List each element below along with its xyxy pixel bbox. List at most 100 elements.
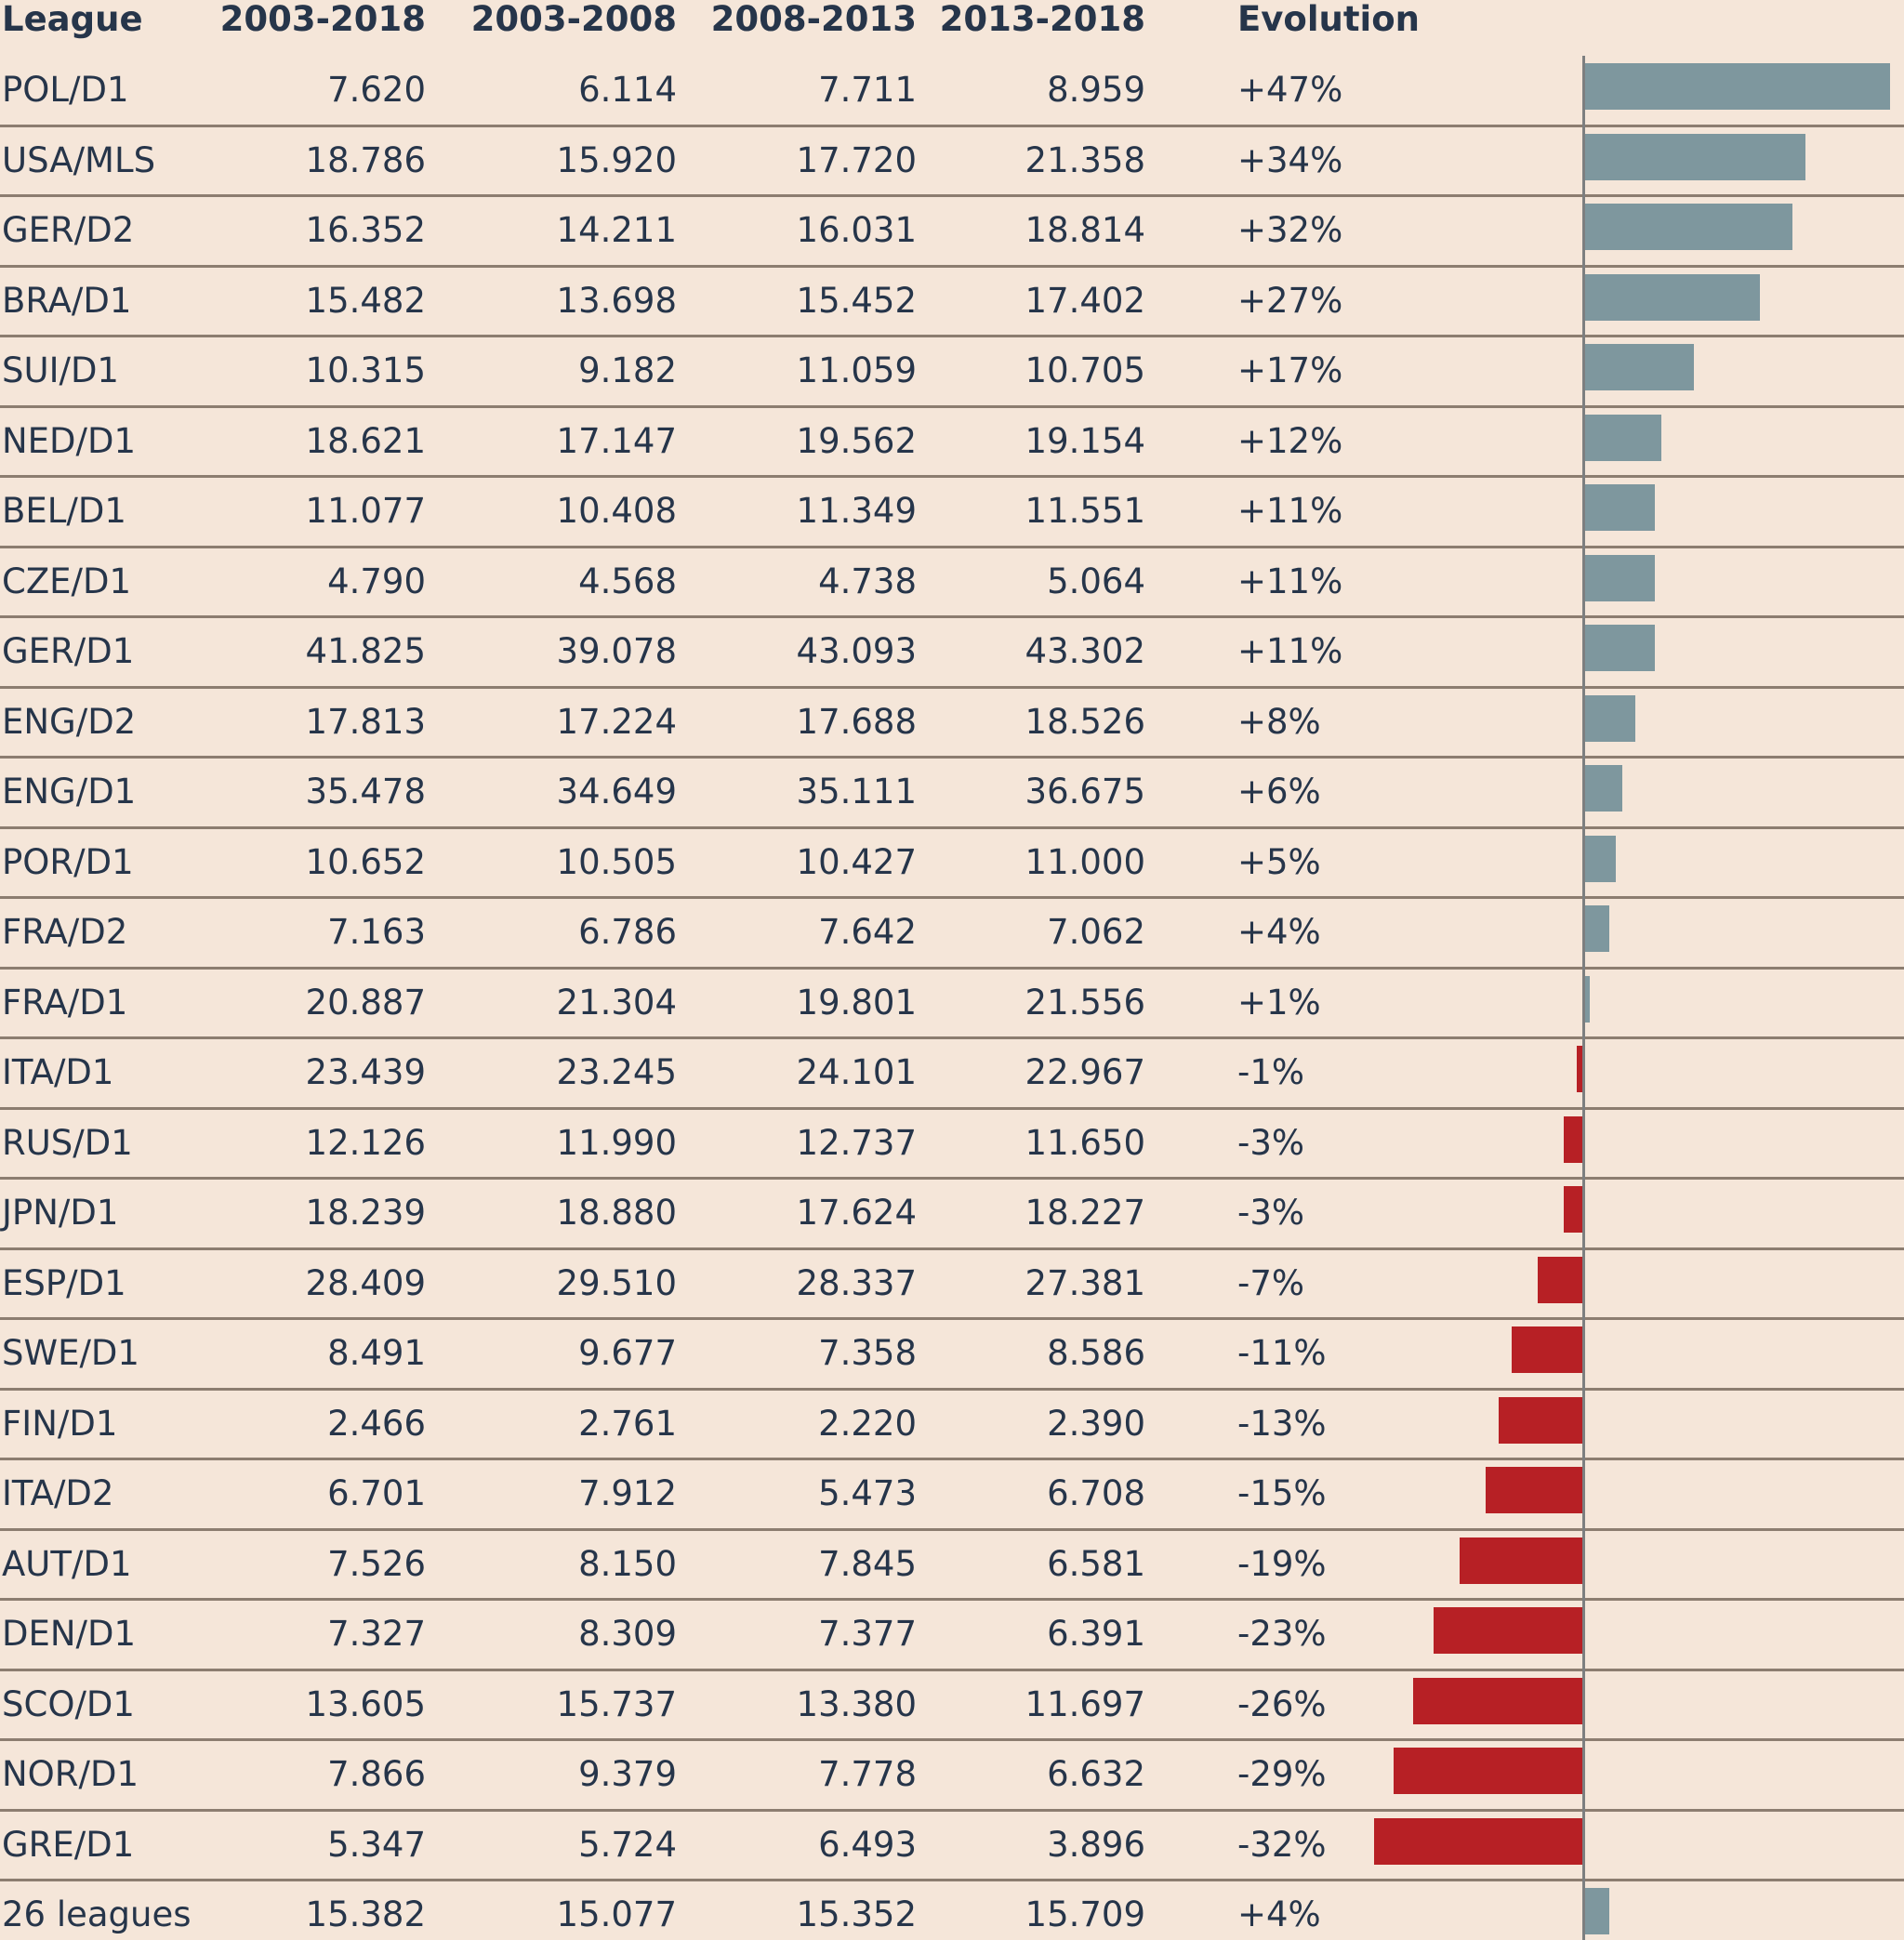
cell-2008-2013: 10.427 — [796, 841, 917, 882]
cell-evolution: +6% — [1237, 772, 1321, 812]
evolution-bar-negative — [1537, 1256, 1583, 1303]
cell-2003-2008: 15.920 — [556, 139, 677, 180]
evolution-bar-negative — [1394, 1748, 1583, 1794]
cell-2003-2018: 7.526 — [327, 1543, 426, 1584]
cell-league: FIN/D1 — [2, 1403, 118, 1444]
row-separator — [0, 1247, 1904, 1250]
evolution-bar-positive — [1583, 273, 1760, 321]
evolution-bar-negative — [1563, 1186, 1583, 1233]
cell-2003-2018: 15.382 — [305, 1894, 426, 1934]
evolution-bar-negative — [1485, 1467, 1583, 1513]
cell-2003-2008: 2.761 — [578, 1403, 677, 1444]
cell-evolution: +47% — [1237, 70, 1343, 110]
row-separator — [0, 1809, 1904, 1812]
cell-2003-2018: 7.327 — [327, 1614, 426, 1654]
cell-2003-2008: 21.304 — [556, 982, 677, 1023]
evolution-bar-positive — [1583, 414, 1662, 461]
cell-2008-2013: 6.493 — [818, 1824, 917, 1865]
cell-evolution: +5% — [1237, 841, 1321, 882]
cell-evolution: -26% — [1237, 1683, 1327, 1724]
cell-evolution: -15% — [1237, 1473, 1327, 1513]
cell-evolution: +34% — [1237, 139, 1343, 180]
row-separator — [0, 967, 1904, 970]
cell-2003-2008: 8.309 — [578, 1614, 677, 1654]
header-2013-2018: 2013-2018 — [939, 0, 1145, 39]
cell-2013-2018: 21.556 — [1025, 982, 1145, 1023]
cell-league: ESP/D1 — [2, 1262, 126, 1303]
evolution-bar-positive — [1583, 625, 1656, 671]
row-separator — [0, 686, 1904, 689]
row-separator — [0, 1036, 1904, 1039]
cell-2003-2008: 9.182 — [578, 350, 677, 390]
cell-evolution: +11% — [1237, 561, 1343, 601]
cell-2013-2018: 18.814 — [1025, 210, 1145, 250]
cell-evolution: +4% — [1237, 912, 1321, 952]
cell-2013-2018: 6.632 — [1047, 1754, 1145, 1794]
cell-league: CZE/D1 — [2, 561, 132, 601]
cell-2003-2008: 10.408 — [556, 491, 677, 531]
cell-2008-2013: 12.737 — [796, 1122, 917, 1163]
evolution-bar-positive — [1583, 694, 1636, 742]
cell-2013-2018: 19.154 — [1025, 420, 1145, 461]
cell-2003-2018: 15.482 — [305, 280, 426, 321]
cell-2003-2018: 16.352 — [305, 210, 426, 250]
cell-2008-2013: 15.452 — [796, 280, 917, 321]
bar-axis — [1582, 56, 1585, 1940]
cell-evolution: -13% — [1237, 1403, 1327, 1444]
cell-2003-2008: 6.786 — [578, 912, 677, 952]
cell-2008-2013: 7.377 — [818, 1614, 917, 1654]
cell-2003-2008: 17.147 — [556, 420, 677, 461]
cell-league: GER/D2 — [2, 210, 135, 250]
cell-league: BRA/D1 — [2, 280, 132, 321]
cell-2013-2018: 3.896 — [1047, 1824, 1145, 1865]
cell-2013-2018: 11.697 — [1025, 1683, 1145, 1724]
cell-2008-2013: 11.059 — [796, 350, 917, 390]
evolution-bar-positive — [1583, 63, 1890, 110]
cell-2003-2008: 15.077 — [556, 1894, 677, 1934]
cell-2013-2018: 43.302 — [1025, 631, 1145, 671]
cell-2008-2013: 16.031 — [796, 210, 917, 250]
cell-2003-2018: 10.652 — [305, 841, 426, 882]
cell-2003-2008: 34.649 — [556, 772, 677, 812]
evolution-bar-negative — [1459, 1537, 1583, 1584]
cell-2003-2018: 18.786 — [305, 139, 426, 180]
cell-evolution: +4% — [1237, 1894, 1321, 1934]
cell-2003-2018: 20.887 — [305, 982, 426, 1023]
cell-evolution: -11% — [1237, 1333, 1327, 1373]
evolution-bar-positive — [1583, 975, 1591, 1023]
cell-league: ITA/D2 — [2, 1473, 114, 1513]
evolution-bar-positive — [1583, 344, 1695, 390]
cell-2013-2018: 18.526 — [1025, 701, 1145, 742]
evolution-bar-negative — [1498, 1396, 1583, 1444]
cell-2008-2013: 7.778 — [818, 1754, 917, 1794]
row-separator — [0, 1669, 1904, 1671]
row-separator — [0, 405, 1904, 408]
cell-league: FRA/D2 — [2, 912, 128, 952]
cell-2008-2013: 17.688 — [796, 701, 917, 742]
cell-league: SWE/D1 — [2, 1333, 139, 1373]
evolution-bar-positive — [1583, 484, 1656, 531]
cell-league: USA/MLS — [2, 139, 156, 180]
row-separator — [0, 1458, 1904, 1460]
cell-2003-2018: 23.439 — [305, 1052, 426, 1092]
cell-league: FRA/D1 — [2, 982, 128, 1023]
row-separator — [0, 896, 1904, 899]
cell-2003-2018: 35.478 — [305, 772, 426, 812]
cell-2013-2018: 10.705 — [1025, 350, 1145, 390]
row-separator — [0, 756, 1904, 759]
evolution-bar-negative — [1413, 1677, 1583, 1724]
cell-2003-2008: 8.150 — [578, 1543, 677, 1584]
cell-2013-2018: 8.586 — [1047, 1333, 1145, 1373]
header-league: League — [2, 0, 143, 39]
row-separator — [0, 335, 1904, 337]
cell-2008-2013: 35.111 — [796, 772, 917, 812]
cell-2013-2018: 7.062 — [1047, 912, 1145, 952]
row-separator — [0, 1177, 1904, 1180]
cell-2008-2013: 7.845 — [818, 1543, 917, 1584]
cell-2003-2018: 12.126 — [305, 1122, 426, 1163]
cell-evolution: -3% — [1237, 1122, 1305, 1163]
cell-league: NED/D1 — [2, 420, 137, 461]
cell-2008-2013: 2.220 — [818, 1403, 917, 1444]
cell-2003-2018: 7.163 — [327, 912, 426, 952]
